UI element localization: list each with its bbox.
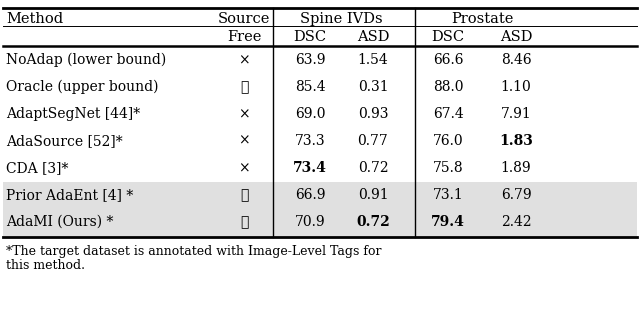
Text: 69.0: 69.0 [295,107,325,121]
Text: ×: × [238,134,250,148]
Text: 0.93: 0.93 [358,107,388,121]
Text: NoAdap (lower bound): NoAdap (lower bound) [6,53,166,67]
Text: DSC: DSC [431,30,465,44]
Text: 66.6: 66.6 [433,53,463,67]
Text: 67.4: 67.4 [433,107,463,121]
Text: 1.83: 1.83 [499,134,533,148]
Text: 73.4: 73.4 [293,161,327,175]
Text: *The target dataset is annotated with Image-Level Tags for: *The target dataset is annotated with Im… [6,245,381,258]
Text: 88.0: 88.0 [433,80,463,94]
Text: 6.79: 6.79 [500,188,531,202]
Text: ×: × [238,53,250,67]
Text: 1.10: 1.10 [500,80,531,94]
Text: 73.1: 73.1 [433,188,463,202]
Text: Oracle (upper bound): Oracle (upper bound) [6,80,159,94]
Text: DSC: DSC [293,30,326,44]
Text: ✓: ✓ [240,188,248,202]
Text: 2.42: 2.42 [500,215,531,229]
Text: Source: Source [218,12,270,26]
Text: ×: × [238,107,250,121]
Bar [3,209,637,236]
Text: Prior AdaEnt [4] *: Prior AdaEnt [4] * [6,188,133,202]
Text: ×: × [238,161,250,175]
Text: 85.4: 85.4 [294,80,325,94]
Text: 63.9: 63.9 [295,53,325,67]
Text: Spine IVDs: Spine IVDs [300,12,383,26]
Text: 0.31: 0.31 [358,80,388,94]
Text: 76.0: 76.0 [433,134,463,148]
Text: 8.46: 8.46 [500,53,531,67]
Text: 0.72: 0.72 [356,215,390,229]
Text: this method.: this method. [6,259,85,272]
Text: 7.91: 7.91 [500,107,531,121]
Text: ASD: ASD [356,30,389,44]
Text: ASD: ASD [500,30,532,44]
Text: AdaMI (Ours) *: AdaMI (Ours) * [6,215,113,229]
Text: Method: Method [6,12,63,26]
Text: 70.9: 70.9 [294,215,325,229]
Text: ✓: ✓ [240,80,248,94]
Text: Prostate: Prostate [451,12,513,26]
Text: Free: Free [227,30,261,44]
Text: 0.72: 0.72 [358,161,388,175]
Text: AdaptSegNet [44]*: AdaptSegNet [44]* [6,107,140,121]
Text: CDA [3]*: CDA [3]* [6,161,68,175]
Text: 0.77: 0.77 [358,134,388,148]
Text: 1.54: 1.54 [358,53,388,67]
Text: ✓: ✓ [240,215,248,229]
Text: 0.91: 0.91 [358,188,388,202]
Text: 66.9: 66.9 [295,188,325,202]
Text: 75.8: 75.8 [433,161,463,175]
Bar [3,182,637,209]
Text: AdaSource [52]*: AdaSource [52]* [6,134,123,148]
Text: 1.89: 1.89 [500,161,531,175]
Text: 73.3: 73.3 [294,134,325,148]
Text: 79.4: 79.4 [431,215,465,229]
